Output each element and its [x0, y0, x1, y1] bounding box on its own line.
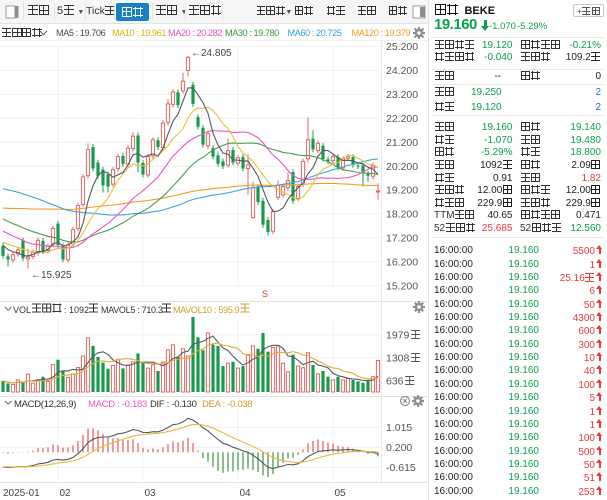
svg-text:24.200: 24.200: [386, 65, 418, 77]
svg-text:19.200: 19.200: [386, 185, 418, 197]
svg-text:DEA : -0.038: DEA : -0.038: [202, 399, 252, 410]
svg-text:03: 03: [145, 488, 157, 499]
svg-text:0.200: 0.200: [386, 442, 412, 454]
svg-text:15.200: 15.200: [386, 280, 418, 292]
svg-text:S: S: [262, 289, 268, 299]
svg-text:1.015: 1.015: [386, 422, 412, 434]
svg-text:MAVOL5 : 710.3: MAVOL5 : 710.3: [101, 305, 163, 315]
svg-text:22.200: 22.200: [386, 113, 418, 125]
svg-text:MAVOL10 : 595.9: MAVOL10 : 595.9: [173, 305, 240, 315]
svg-text:DIF : -0.130: DIF : -0.130: [150, 399, 197, 410]
svg-text:17.200: 17.200: [386, 233, 418, 245]
svg-text:: 1092: : 1092: [64, 305, 89, 315]
svg-text:1979: 1979: [386, 330, 410, 342]
svg-text:VOL: VOL: [13, 305, 31, 315]
svg-text:21.200: 21.200: [386, 137, 418, 149]
svg-text:23.200: 23.200: [386, 89, 418, 101]
svg-text:-0.615: -0.615: [386, 462, 416, 474]
svg-text:02: 02: [60, 488, 72, 499]
svg-text:05: 05: [335, 488, 347, 499]
svg-text:25.200: 25.200: [386, 41, 418, 53]
svg-text:MACD : -0.183: MACD : -0.183: [88, 399, 147, 410]
svg-text:16.200: 16.200: [386, 257, 418, 269]
svg-text:MACD(12,26,9): MACD(12,26,9): [14, 399, 76, 410]
svg-text:1308: 1308: [386, 353, 410, 365]
svg-text:18.200: 18.200: [386, 209, 418, 221]
svg-text:636: 636: [386, 376, 404, 388]
svg-text:←15.925: ←15.925: [31, 270, 72, 281]
svg-text:04: 04: [240, 488, 252, 499]
svg-text:←24.805: ←24.805: [191, 48, 232, 59]
svg-text:2025-01: 2025-01: [3, 488, 40, 499]
svg-text:20.200: 20.200: [386, 161, 418, 173]
